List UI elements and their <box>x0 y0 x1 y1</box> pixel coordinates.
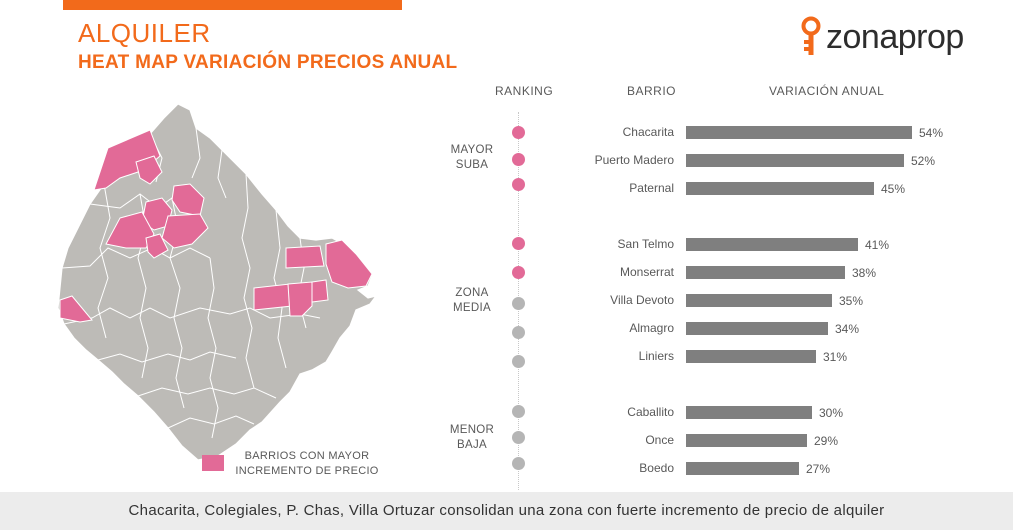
barrio-label: Caballito <box>627 405 674 419</box>
key-pin-icon <box>801 16 821 55</box>
barrio-label: San Telmo <box>617 237 674 251</box>
page-subtitle: HEAT MAP VARIACIÓN PRECIOS ANUAL <box>78 52 458 73</box>
variation-value-label: 52% <box>911 154 936 168</box>
brand-name: zonaprop <box>826 18 964 56</box>
ranking-dot <box>512 355 525 368</box>
ranking-dot <box>512 297 525 310</box>
barrio-label: Almagro <box>629 321 674 335</box>
variation-bar <box>686 350 816 363</box>
barrio-label: Paternal <box>629 181 674 195</box>
variation-value-label: 31% <box>823 350 848 364</box>
footer-text: Chacarita, Colegiales, P. Chas, Villa Or… <box>128 502 885 519</box>
ranking-dot <box>512 431 525 444</box>
variation-bar <box>686 126 912 139</box>
variation-value-label: 38% <box>852 266 877 280</box>
variation-bar <box>686 322 828 335</box>
variation-bar <box>686 434 807 447</box>
column-header-barrio: BARRIO <box>627 84 677 98</box>
barrio-label: Monserrat <box>619 265 674 279</box>
highlighted-neighborhoods <box>59 129 373 323</box>
ranking-dot <box>512 405 525 418</box>
ranking-dot <box>512 457 525 470</box>
legend-swatch <box>202 455 224 471</box>
barrio-label: Once <box>645 433 674 447</box>
variation-bar <box>686 238 858 251</box>
variation-bar <box>686 266 845 279</box>
variation-bar <box>686 154 904 167</box>
column-header-ranking: RANKING <box>495 84 554 98</box>
group-label-menor: MENOR BAJA <box>449 424 495 451</box>
page-title: ALQUILER <box>78 18 211 48</box>
group-label-media: ZONA MEDIA <box>453 287 491 314</box>
variation-value-label: 54% <box>919 126 944 140</box>
variation-value-label: 41% <box>865 238 890 252</box>
variation-value-label: 34% <box>835 322 860 336</box>
barrio-label: Liniers <box>638 349 674 363</box>
map-base <box>57 103 378 461</box>
zonaprop-logo: zonaprop <box>800 14 1000 64</box>
top-accent-bar <box>63 0 402 10</box>
ranking-dot <box>512 178 525 191</box>
barrio-label: Villa Devoto <box>610 293 674 307</box>
variation-bar <box>686 406 812 419</box>
variation-value-label: 27% <box>806 462 831 476</box>
variation-bar <box>686 182 874 195</box>
variation-value-label: 30% <box>819 406 844 420</box>
variation-value-label: 35% <box>839 294 864 308</box>
variation-bar <box>686 462 799 475</box>
barrio-label: Chacarita <box>622 125 674 139</box>
barrio-label: Puerto Madero <box>594 153 674 167</box>
column-header-variacion: VARIACIÓN ANUAL <box>769 84 885 98</box>
group-label-mayor: MAYOR SUBA <box>450 144 494 171</box>
ranking-dot <box>512 237 525 250</box>
ranking-dot <box>512 326 525 339</box>
ranking-dot <box>512 153 525 166</box>
variation-value-label: 29% <box>814 434 839 448</box>
ranking-dot <box>512 266 525 279</box>
barrio-label: Boedo <box>639 461 674 475</box>
footer-bar: Chacarita, Colegiales, P. Chas, Villa Or… <box>0 492 1013 530</box>
ranking-dot <box>512 126 525 139</box>
buenos-aires-heat-map <box>57 103 378 461</box>
legend-label: BARRIOS CON MAYOR INCREMENTO DE PRECIO <box>235 450 379 477</box>
variation-value-label: 45% <box>881 182 906 196</box>
variation-bar <box>686 294 832 307</box>
